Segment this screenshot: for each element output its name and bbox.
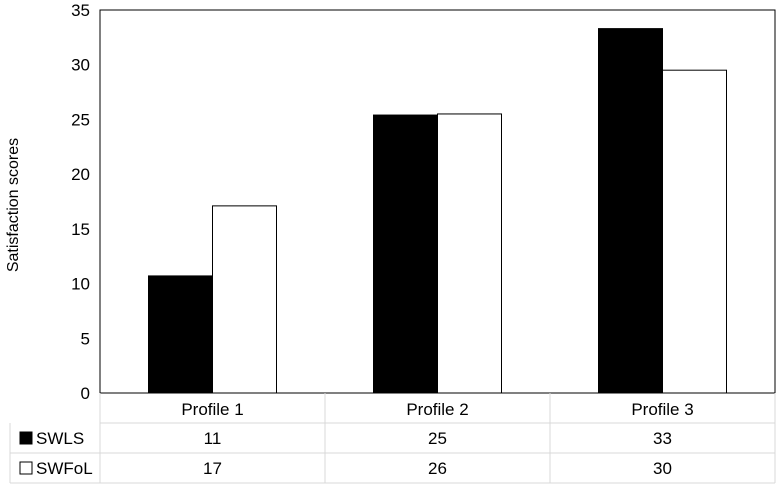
table-value-swls: 11	[204, 429, 222, 448]
y-tick-label: 15	[71, 220, 90, 239]
bar-swfol-2	[437, 113, 502, 394]
y-tick-label: 25	[71, 110, 90, 129]
bar-swls-3	[598, 28, 663, 394]
y-tick-label: 20	[71, 165, 90, 184]
y-axis-label: Satisfaction scores	[5, 138, 22, 272]
bars	[148, 28, 727, 394]
table-value-swfol: 17	[203, 459, 222, 478]
y-tick-label: 35	[71, 1, 90, 20]
legend-label-swls: SWLS	[36, 429, 84, 448]
legend-swatch-swfol	[19, 461, 33, 475]
bar-swls-2	[373, 114, 438, 394]
bar-swfol-3	[662, 69, 727, 394]
table-value-swls: 33	[653, 429, 672, 448]
table-value-swls: 25	[428, 429, 447, 448]
legend-label-swfol: SWFoL	[36, 459, 93, 478]
plot-border	[99, 9, 776, 394]
bar-swfol-1	[212, 205, 277, 394]
data-table: Profile 1 Profile 2 Profile 3 SWLS 11 25 33 SWF…	[9, 393, 776, 484]
bar-swls-1	[148, 275, 213, 394]
x-category-label: Profile 1	[181, 400, 243, 419]
y-tick-label: 10	[71, 275, 90, 294]
y-tick-label: 30	[71, 56, 90, 75]
x-category-label: Profile 2	[406, 400, 468, 419]
y-tick-label: 5	[81, 329, 90, 348]
table-value-swfol: 26	[428, 459, 447, 478]
legend-swatch-swls	[19, 431, 33, 445]
table-value-swfol: 30	[653, 459, 672, 478]
plot-frame	[99, 9, 776, 394]
y-tick-label: 0	[81, 384, 90, 403]
y-axis-ticks: 0 5 10 15 20 25 30 35	[71, 1, 90, 403]
x-category-label: Profile 3	[631, 400, 693, 419]
